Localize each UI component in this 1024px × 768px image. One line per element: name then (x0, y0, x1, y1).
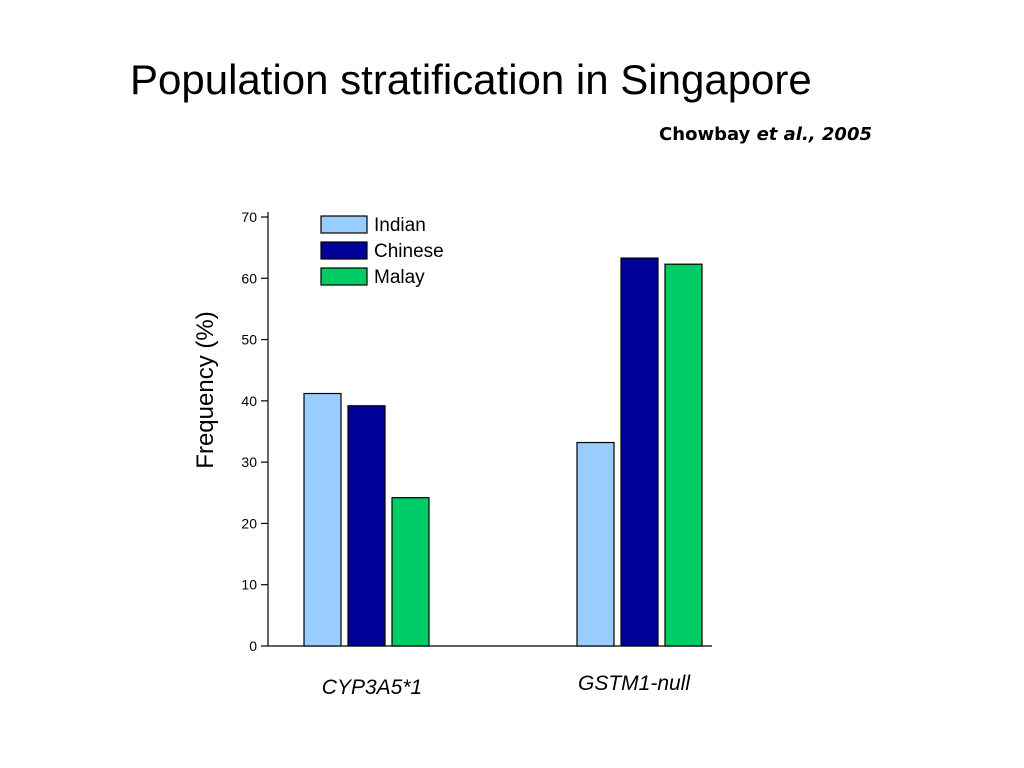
y-axis-label: Frequency (%) (192, 311, 219, 468)
chart-bars: CYP3A5*1 GSTM1-null (303, 257, 703, 699)
y-tick-label: 30 (241, 454, 257, 470)
y-tick-label: 0 (249, 638, 257, 654)
y-tick-label: 10 (241, 577, 257, 593)
legend-swatch-chinese (320, 241, 368, 260)
y-tick-label: 70 (241, 209, 257, 225)
legend-swatch-malay (320, 267, 368, 286)
slide-title: Population stratification in Singapore (130, 56, 812, 103)
bar-malay-1 (391, 497, 430, 647)
legend-swatch-indian (320, 215, 368, 234)
bar-chinese-1 (347, 405, 386, 647)
citation-etal: et al., 2005 (756, 124, 872, 145)
citation: Chowbay et al., 2005 (659, 124, 872, 145)
y-tick-label: 40 (241, 393, 257, 409)
bar-chinese-2 (620, 257, 659, 647)
citation-author: Chowbay (659, 124, 751, 145)
legend-label-chinese: Chinese (374, 241, 444, 262)
bar-indian-1 (303, 392, 342, 647)
y-tick-label: 50 (241, 332, 257, 348)
legend-label-indian: Indian (374, 215, 426, 236)
bar-indian-2 (576, 441, 615, 647)
y-tick-label: 60 (241, 270, 257, 286)
bar-malay-2 (664, 263, 703, 647)
chart-legend: Indian Chinese Malay (320, 215, 444, 288)
x-category-label: CYP3A5*1 (322, 676, 422, 699)
y-tick-label: 20 (241, 515, 257, 531)
chart-axes: 0 10 20 30 40 50 60 70 (241, 209, 712, 654)
x-category-label: GSTM1-null (578, 672, 691, 695)
legend-label-malay: Malay (374, 267, 425, 288)
